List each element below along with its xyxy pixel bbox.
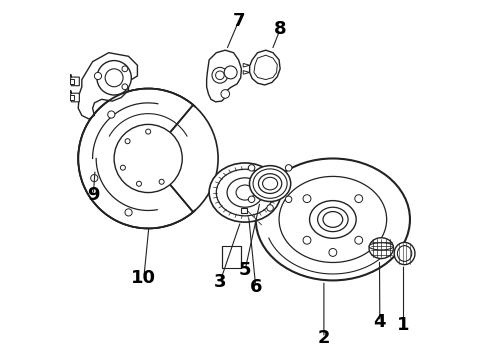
Ellipse shape — [216, 169, 274, 216]
Ellipse shape — [258, 174, 282, 193]
Circle shape — [216, 71, 224, 80]
Circle shape — [137, 181, 142, 186]
Circle shape — [355, 195, 363, 203]
Circle shape — [122, 66, 128, 72]
Circle shape — [78, 89, 218, 228]
Text: 6: 6 — [249, 278, 262, 296]
Bar — [221, 246, 242, 268]
Polygon shape — [78, 53, 137, 119]
Ellipse shape — [323, 212, 343, 227]
Circle shape — [114, 125, 182, 193]
Ellipse shape — [318, 207, 348, 231]
Ellipse shape — [253, 169, 287, 198]
Circle shape — [267, 205, 273, 211]
Wedge shape — [78, 89, 193, 228]
Ellipse shape — [397, 246, 412, 261]
Circle shape — [122, 84, 128, 90]
Text: 2: 2 — [318, 329, 330, 347]
Circle shape — [125, 209, 132, 216]
Circle shape — [355, 236, 363, 244]
Circle shape — [329, 248, 337, 256]
Circle shape — [303, 236, 311, 244]
Ellipse shape — [256, 158, 410, 280]
Ellipse shape — [394, 242, 415, 265]
Ellipse shape — [369, 238, 393, 258]
Polygon shape — [254, 55, 277, 80]
Circle shape — [248, 165, 255, 171]
Circle shape — [212, 67, 228, 83]
Ellipse shape — [249, 166, 291, 202]
Bar — [71, 78, 74, 84]
Text: 8: 8 — [274, 21, 287, 39]
Text: 9: 9 — [87, 186, 99, 204]
Circle shape — [285, 196, 292, 203]
Circle shape — [303, 195, 311, 203]
Text: 4: 4 — [373, 312, 386, 330]
Polygon shape — [243, 63, 250, 67]
Polygon shape — [71, 90, 79, 102]
Circle shape — [91, 175, 98, 182]
Text: 7: 7 — [232, 13, 245, 31]
Text: 3: 3 — [214, 273, 226, 291]
Circle shape — [121, 165, 125, 170]
Polygon shape — [207, 50, 242, 102]
Polygon shape — [243, 71, 250, 74]
Bar — [71, 95, 74, 100]
Circle shape — [97, 60, 131, 95]
Circle shape — [105, 69, 123, 87]
FancyBboxPatch shape — [242, 208, 247, 213]
Ellipse shape — [369, 243, 393, 250]
Circle shape — [224, 66, 237, 79]
Ellipse shape — [209, 163, 281, 222]
Ellipse shape — [236, 185, 254, 200]
Text: 1: 1 — [397, 316, 410, 334]
Ellipse shape — [227, 178, 263, 207]
Circle shape — [285, 165, 292, 171]
Circle shape — [146, 129, 151, 134]
Polygon shape — [71, 74, 79, 86]
Ellipse shape — [310, 201, 356, 238]
Circle shape — [108, 111, 115, 118]
Text: 5: 5 — [239, 261, 251, 279]
Polygon shape — [250, 50, 280, 85]
Circle shape — [221, 90, 230, 98]
Ellipse shape — [279, 176, 387, 262]
Circle shape — [159, 179, 164, 184]
Text: 10: 10 — [131, 269, 156, 287]
Circle shape — [248, 196, 255, 203]
Circle shape — [95, 72, 101, 80]
Ellipse shape — [263, 177, 278, 190]
Circle shape — [125, 139, 130, 144]
